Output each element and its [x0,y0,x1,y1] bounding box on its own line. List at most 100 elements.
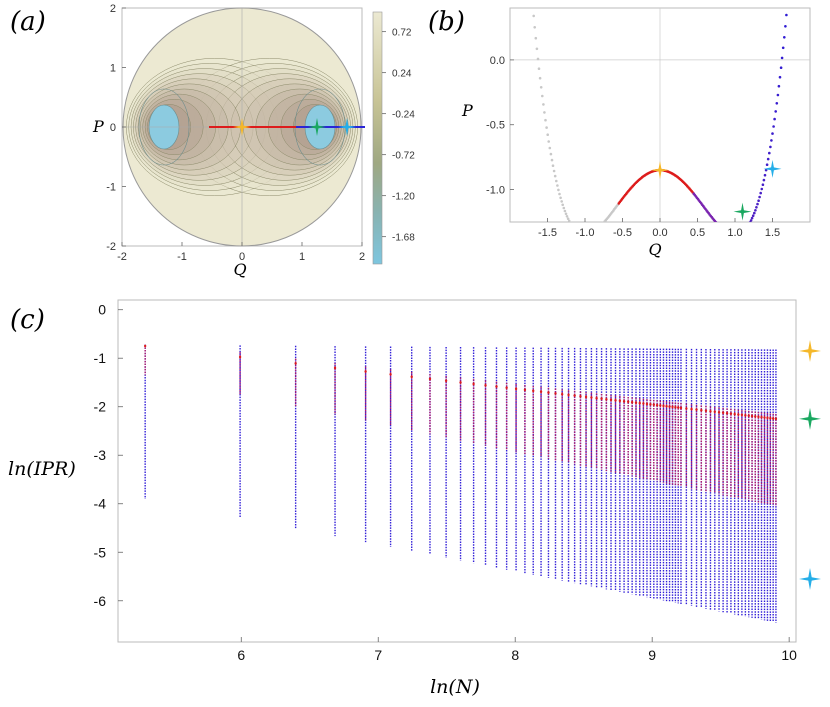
y-tick-label: 0 [110,122,116,134]
x-tick-label: 10 [781,647,797,663]
ipr-red-point [674,406,677,409]
ipr-red-point [679,406,683,410]
curve-point [596,228,599,231]
curve-point [600,224,603,227]
ipr-red-point [554,392,557,395]
curve-point [756,202,759,206]
ipr-red-point [428,377,432,381]
panel-c-ticks: 6 7 8 9 10 0 -1 -2 -3 -4 -5 -6 [94,302,798,663]
panel-a-xlabel: Q [233,260,246,279]
panel-a-stars [233,118,356,136]
colorbar-tick-label: -1.20 [392,192,415,203]
curve-point [561,203,564,207]
curve-point [773,117,776,121]
ipr-red-point [717,411,721,414]
colorbar-ticks: 0.72 0.24 -0.24 -0.72 -1.20 -1.68 [382,28,415,244]
ipr-red-point [763,416,766,419]
curve-point [533,26,536,29]
ipr-red-point [600,397,603,400]
ipr-red-point [389,373,392,376]
curve-point [754,209,757,212]
panel-c-legend-stars [799,339,821,590]
panel-a-ticks: -2 -1 0 1 2 -2 -1 0 1 2 [106,3,365,263]
curve-point [570,224,573,227]
ipr-red-point [713,410,717,413]
ipr-red-point [729,412,733,415]
curve-point [769,145,772,149]
ipr-red-point [740,413,744,417]
x-tick-label: 6 [237,647,245,663]
curve-point [548,146,552,150]
ipr-red-point [560,392,564,396]
curve-point [760,187,764,191]
curve-point [549,152,553,156]
panel-c-label: (c) [10,305,45,335]
curve-point [761,183,765,186]
ipr-red-point [567,393,570,397]
ipr-red-point [484,384,487,387]
ipr-red-point [609,398,613,402]
curve-point [535,47,539,51]
curve-point [780,56,784,60]
colorbar-tick-label: -1.68 [392,233,415,244]
ipr-red-point [665,405,668,408]
ipr-red-point [677,406,680,409]
curve-point [749,219,753,222]
x-tick-label: 0.5 [690,227,705,239]
ipr-red-point [514,387,518,391]
x-tick-label: 8 [511,647,519,663]
curve-point [545,126,548,129]
curve-point [747,225,750,228]
ipr-red-point [645,402,649,406]
curve-point [771,132,774,135]
curve-point [543,111,546,114]
ipr-red-point [668,405,671,408]
ipr-red-point [579,395,582,398]
x-tick-label: 7 [374,647,382,663]
ipr-red-point [294,362,297,365]
curve-point [764,168,768,172]
ipr-red-point [725,412,729,415]
ipr-red-point [626,400,630,403]
ipr-red-point [700,409,703,412]
curve-point [532,14,535,18]
panel-c-frame [117,299,797,643]
y-tick-label: -6 [94,593,107,609]
ipr-red-point [769,417,772,420]
curve-point [558,192,561,196]
curve-point [537,67,541,70]
x-tick-label: -0.5 [613,227,632,239]
x-tick-label: 2 [359,251,365,263]
ipr-red-point [754,415,757,418]
ipr-red-point [649,403,652,406]
curve-point [534,36,538,40]
ipr-red-point [410,375,413,379]
ipr-red-point [659,404,662,407]
curve-point [599,225,602,228]
curve-point [744,228,747,231]
panel-c-ylabel: ln(IPR) [8,458,76,480]
ipr-red-point [733,412,736,416]
ipr-red-point [495,385,498,388]
curve-point [778,75,782,79]
curve-point [766,157,770,161]
y-tick-label: -0.5 [486,120,505,132]
ipr-red-point [459,381,462,384]
ipr-red-point [721,411,725,414]
panel-b-ylabel: P [461,101,473,120]
ipr-red-point [523,388,527,392]
ipr-red-point [695,408,698,411]
curve-point [571,225,574,228]
curve-point [547,140,550,143]
ipr-red-point [757,415,760,419]
star-cyan-icon [763,159,782,178]
panel-a-label: (a) [10,7,46,37]
curve-point [598,226,601,229]
curve-point [775,102,779,105]
star-green-icon [733,202,752,221]
curve-point [559,196,562,200]
curve-point [751,214,755,217]
ipr-red-point [652,403,656,406]
ipr-red-point [595,396,598,400]
curve-point [718,224,721,227]
